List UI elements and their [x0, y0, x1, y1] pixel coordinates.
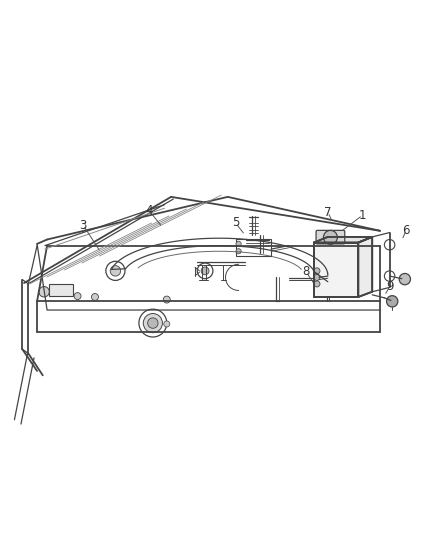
Circle shape	[110, 265, 120, 276]
Bar	[237, 239, 271, 256]
Text: 7: 7	[324, 206, 332, 219]
Circle shape	[92, 294, 99, 301]
Text: 8: 8	[302, 265, 310, 278]
Circle shape	[143, 313, 162, 333]
Polygon shape	[314, 237, 372, 243]
Circle shape	[236, 249, 241, 254]
Text: 3: 3	[80, 219, 87, 232]
Text: 5: 5	[232, 216, 239, 230]
Circle shape	[314, 274, 320, 280]
Circle shape	[164, 321, 170, 327]
Circle shape	[314, 281, 320, 287]
Circle shape	[323, 230, 337, 244]
Bar	[49, 284, 73, 296]
Text: 9: 9	[386, 280, 394, 293]
FancyBboxPatch shape	[316, 230, 345, 244]
Polygon shape	[314, 243, 358, 297]
Circle shape	[163, 296, 170, 303]
Circle shape	[399, 273, 410, 285]
Circle shape	[39, 287, 49, 297]
Circle shape	[236, 241, 241, 246]
Circle shape	[148, 318, 158, 328]
Text: 6: 6	[403, 224, 410, 237]
Circle shape	[314, 268, 320, 274]
Circle shape	[201, 267, 209, 275]
Text: 1: 1	[359, 208, 366, 222]
Circle shape	[74, 293, 81, 300]
Text: 4: 4	[145, 204, 153, 217]
Circle shape	[387, 296, 398, 307]
Polygon shape	[358, 237, 372, 297]
